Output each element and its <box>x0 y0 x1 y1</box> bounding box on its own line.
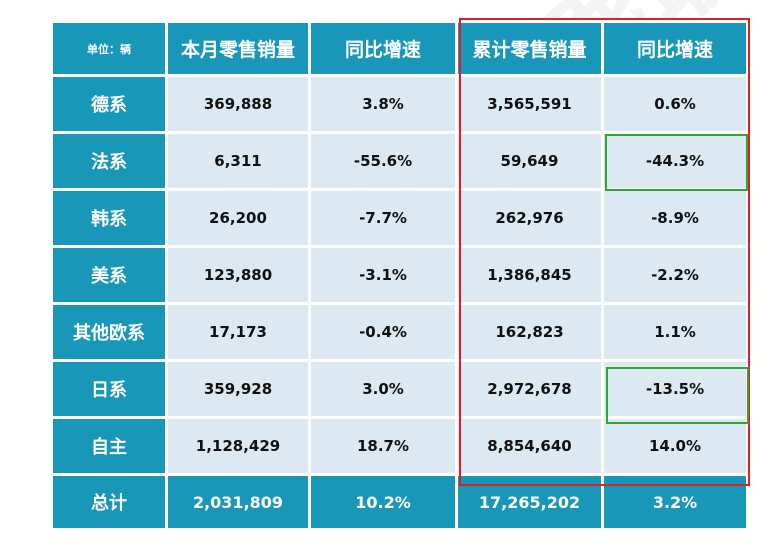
row-label: 法系 <box>50 131 168 191</box>
table-row: 德系 369,888 3.8% 3,565,591 0.6% <box>50 74 749 134</box>
cumulative-yoy-cell: 0.6% <box>601 74 749 134</box>
cumulative-sales-cell: 1,386,845 <box>455 245 604 305</box>
table-row: 日系 359,928 3.0% 2,972,678 -13.5% <box>50 359 749 419</box>
monthly-yoy-cell: 18.7% <box>308 416 458 476</box>
cumulative-sales-cell: 3,565,591 <box>455 74 604 134</box>
monthly-yoy-cell: -3.1% <box>308 245 458 305</box>
table-row: 其他欧系 17,173 -0.4% 162,823 1.1% <box>50 302 749 362</box>
monthly-sales-cell: 26,200 <box>165 188 311 248</box>
total-row: 总计 2,031,809 10.2% 17,265,202 3.2% <box>50 473 749 531</box>
monthly-yoy-cell: -0.4% <box>308 302 458 362</box>
table-row: 韩系 26,200 -7.7% 262,976 -8.9% <box>50 188 749 248</box>
monthly-yoy-cell: 3.0% <box>308 359 458 419</box>
monthly-sales-cell: 17,173 <box>165 302 311 362</box>
monthly-yoy-cell: -55.6% <box>308 131 458 191</box>
header-monthly-sales: 本月零售销量 <box>165 20 311 77</box>
cumulative-sales-cell: 8,854,640 <box>455 416 604 476</box>
header-monthly-yoy: 同比增速 <box>308 20 458 77</box>
cumulative-yoy-cell: 14.0% <box>601 416 749 476</box>
header-row: 单位：辆 本月零售销量 同比增速 累计零售销量 同比增速 <box>50 20 749 77</box>
table-row: 自主 1,128,429 18.7% 8,854,640 14.0% <box>50 416 749 476</box>
cumulative-yoy-cell: 3.2% <box>601 473 749 531</box>
monthly-yoy-cell: -7.7% <box>308 188 458 248</box>
header-cumulative-yoy: 同比增速 <box>601 20 749 77</box>
unit-label: 单位：辆 <box>50 20 168 77</box>
cumulative-sales-cell: 262,976 <box>455 188 604 248</box>
monthly-sales-cell: 123,880 <box>165 245 311 305</box>
sales-table: 单位：辆 本月零售销量 同比增速 累计零售销量 同比增速 德系 369,888 3.… <box>50 20 749 531</box>
row-label: 美系 <box>50 245 168 305</box>
cumulative-yoy-cell: 1.1% <box>601 302 749 362</box>
row-label: 日系 <box>50 359 168 419</box>
cumulative-sales-cell: 59,649 <box>455 131 604 191</box>
monthly-sales-cell: 1,128,429 <box>165 416 311 476</box>
row-label: 总计 <box>50 473 168 531</box>
cumulative-sales-cell: 17,265,202 <box>455 473 604 531</box>
cumulative-yoy-cell: -2.2% <box>601 245 749 305</box>
monthly-sales-cell: 359,928 <box>165 359 311 419</box>
table-row: 法系 6,311 -55.6% 59,649 -44.3% <box>50 131 749 191</box>
row-label: 自主 <box>50 416 168 476</box>
header-cumulative-sales: 累计零售销量 <box>455 20 604 77</box>
cumulative-yoy-cell: -44.3% <box>601 131 749 191</box>
cumulative-sales-cell: 2,972,678 <box>455 359 604 419</box>
monthly-sales-cell: 2,031,809 <box>165 473 311 531</box>
row-label: 韩系 <box>50 188 168 248</box>
row-label: 德系 <box>50 74 168 134</box>
cumulative-yoy-cell: -8.9% <box>601 188 749 248</box>
table-row: 美系 123,880 -3.1% 1,386,845 -2.2% <box>50 245 749 305</box>
monthly-yoy-cell: 3.8% <box>308 74 458 134</box>
monthly-sales-cell: 6,311 <box>165 131 311 191</box>
monthly-yoy-cell: 10.2% <box>308 473 458 531</box>
monthly-sales-cell: 369,888 <box>165 74 311 134</box>
cumulative-yoy-cell: -13.5% <box>601 359 749 419</box>
row-label: 其他欧系 <box>50 302 168 362</box>
cumulative-sales-cell: 162,823 <box>455 302 604 362</box>
